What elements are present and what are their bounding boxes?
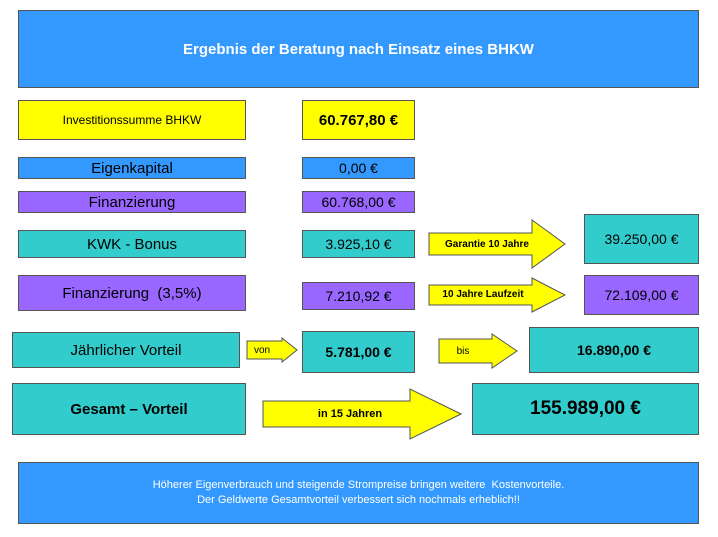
investment-label: Investitionssumme BHKW <box>62 113 202 127</box>
total-result: 155.989,00 € <box>530 398 641 419</box>
right-arrow-icon <box>428 277 566 313</box>
total-result-box: 155.989,00 € <box>472 383 699 435</box>
investment-value-box: 60.767,80 € <box>302 100 415 140</box>
equity-value-box: 0,00 € <box>302 157 415 179</box>
kwk-value-box: 3.925,10 € <box>302 230 415 258</box>
total-label: Gesamt – Vorteil <box>70 400 188 418</box>
annual-to-arrow: bis <box>438 333 518 369</box>
right-arrow-icon <box>262 388 462 440</box>
footer-line-1: Höherer Eigenverbrauch und steigende Str… <box>152 479 565 491</box>
financing-label: Finanzierung <box>88 193 176 211</box>
total-arrow-label: in 15 Jahren <box>317 408 383 420</box>
investment-label-box: Investitionssumme BHKW <box>18 100 246 140</box>
annual-to-label: bis <box>456 345 470 357</box>
kwk-result: 39.250,00 € <box>604 231 679 247</box>
annual-result-box: 16.890,00 € <box>529 327 699 373</box>
financing-rate-label-box: Finanzierung (3,5%) <box>18 275 246 311</box>
kwk-label: KWK - Bonus <box>86 235 178 253</box>
kwk-label-box: KWK - Bonus <box>18 230 246 258</box>
investment-value: 60.767,80 € <box>318 111 399 129</box>
annual-label-box: Jährlicher Vorteil <box>12 332 240 368</box>
financing-value-box: 60.768,00 € <box>302 191 415 213</box>
financing-value: 60.768,00 € <box>321 194 396 210</box>
equity-label: Eigenkapital <box>91 159 173 177</box>
financing-label-box: Finanzierung <box>18 191 246 213</box>
kwk-value: 3.925,10 € <box>325 236 392 252</box>
annual-value: 5.781,00 € <box>325 344 392 360</box>
total-label-box: Gesamt – Vorteil <box>12 383 246 435</box>
kwk-result-box: 39.250,00 € <box>584 214 699 264</box>
page-title-banner: Ergebnis der Beratung nach Einsatz eines… <box>18 10 699 88</box>
page-title: Ergebnis der Beratung nach Einsatz eines… <box>183 40 534 58</box>
right-arrow-icon <box>438 333 518 369</box>
right-arrow-icon <box>428 219 566 269</box>
annual-from-label: von <box>253 344 271 356</box>
annual-value-box: 5.781,00 € <box>302 331 415 373</box>
financing-rate-value-box: 7.210,92 € <box>302 282 415 310</box>
right-arrow-icon <box>246 337 298 363</box>
financing-rate-result: 72.109,00 € <box>604 287 679 303</box>
financing-rate-result-box: 72.109,00 € <box>584 275 699 315</box>
financing-rate-arrow-label: 10 Jahre Laufzeit <box>442 288 524 300</box>
footer-note: Höherer Eigenverbrauch und steigende Str… <box>18 462 699 524</box>
equity-value: 0,00 € <box>339 160 378 176</box>
kwk-arrow: Garantie 10 Jahre <box>428 219 566 269</box>
financing-rate-value: 7.210,92 € <box>325 288 392 304</box>
financing-rate-label: Finanzierung (3,5%) <box>62 284 202 302</box>
financing-rate-arrow: 10 Jahre Laufzeit <box>428 277 566 313</box>
equity-label-box: Eigenkapital <box>18 157 246 179</box>
total-arrow: in 15 Jahren <box>262 388 462 440</box>
annual-from-arrow: von <box>246 337 298 363</box>
footer-line-2: Der Geldwerte Gesamtvorteil verbessert s… <box>197 494 520 506</box>
kwk-arrow-label: Garantie 10 Jahre <box>445 238 529 250</box>
annual-label: Jährlicher Vorteil <box>70 341 182 359</box>
annual-result: 16.890,00 € <box>577 342 651 358</box>
